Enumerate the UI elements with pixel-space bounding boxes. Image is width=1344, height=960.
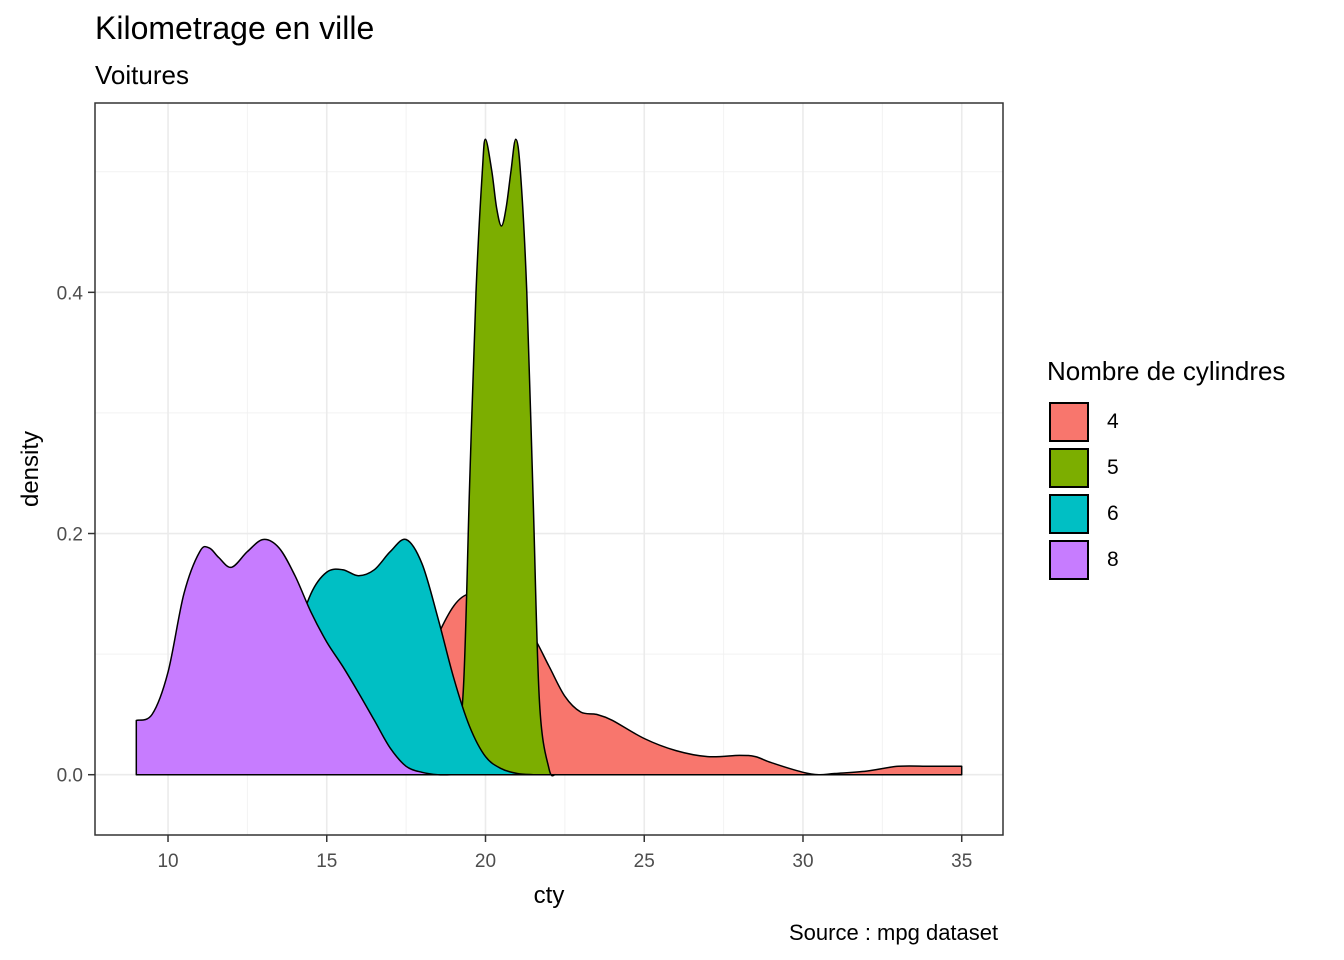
x-tick-label: 15 [316,851,337,872]
x-axis-label: cty [534,882,565,909]
y-axis-label: density [17,431,44,507]
x-tick-label: 30 [792,851,813,872]
legend-title: Nombre de cylindres [1047,356,1286,386]
legend-item-4: 4 [1047,399,1285,445]
legend-item-5: 5 [1047,445,1285,491]
density-area-5 [437,138,557,777]
x-tick-label: 25 [634,851,655,872]
axes: 10 15 20 25 30 35 0.0 0.2 0.4 cty density [17,283,972,909]
legend-label-5: 5 [1107,456,1119,479]
legend-label-8: 8 [1107,548,1119,571]
chart-subtitle: Voitures [95,60,189,90]
legend-key-8 [1049,540,1089,580]
density-area-8 [135,538,455,776]
caption: Source : mpg dataset [789,920,999,945]
legend-item-6: 6 [1047,491,1285,537]
legend: Nombre de cylindres 4 5 6 8 [1047,356,1285,583]
legend-item-8: 8 [1047,537,1285,583]
y-tick-label: 0.0 [57,766,83,787]
panel-border [94,102,1004,836]
density-areas [135,138,963,777]
y-tick-label: 0.2 [57,525,83,546]
legend-label-4: 4 [1107,410,1119,433]
legend-label-6: 6 [1107,502,1119,525]
y-tick-label: 0.4 [57,283,84,304]
x-tick-label: 35 [951,851,972,872]
legend-key-6 [1049,494,1089,534]
legend-key-4 [1049,402,1089,442]
legend-key-5 [1049,448,1089,488]
x-tick-label: 20 [475,851,496,872]
x-tick-label: 10 [157,851,178,872]
chart-title: Kilometrage en ville [95,10,375,46]
